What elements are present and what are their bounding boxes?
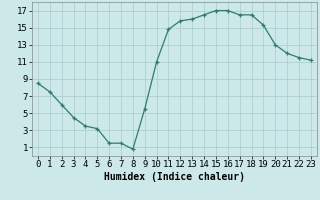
X-axis label: Humidex (Indice chaleur): Humidex (Indice chaleur)	[104, 172, 245, 182]
